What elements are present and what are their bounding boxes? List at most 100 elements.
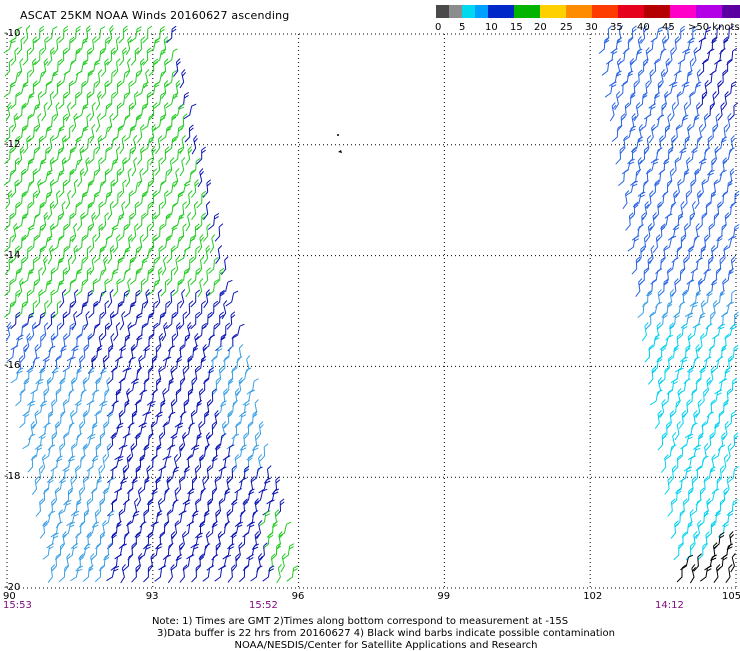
wind-barb [234, 411, 247, 428]
wind-barb [645, 158, 659, 175]
wind-barb [15, 300, 28, 318]
wind-barb [69, 136, 82, 153]
wind-barb [47, 135, 55, 154]
wind-barb [147, 553, 155, 572]
wind-barb [654, 410, 663, 429]
wind-barb [113, 36, 121, 55]
wind-barb [139, 443, 150, 462]
wind-barb [87, 323, 100, 340]
wind-barb [159, 235, 172, 252]
wind-barb [91, 377, 101, 396]
wind-barb [58, 25, 69, 44]
wind-barb [667, 224, 680, 241]
wind-barb [51, 388, 61, 407]
wind-barb [51, 487, 60, 506]
wind-barb [227, 531, 237, 550]
wind-barb [86, 455, 99, 472]
wind-barb [168, 399, 176, 418]
wind-barb [101, 256, 108, 276]
wind-barb [186, 510, 199, 527]
wind-barb [255, 421, 264, 440]
wind-barb [131, 135, 138, 155]
wind-barb [136, 553, 143, 573]
wind-barb [129, 26, 142, 43]
wind-barb [81, 180, 94, 197]
wind-barb [113, 58, 121, 77]
wind-barb [64, 322, 75, 341]
wind-barb [147, 37, 161, 54]
wind-barb [701, 113, 709, 133]
wind-barb [136, 212, 147, 231]
wind-barb [76, 80, 87, 99]
wind-barb [701, 169, 715, 186]
wind-barb [721, 510, 734, 527]
wind-barb [681, 279, 695, 296]
wind-barb [678, 410, 687, 429]
wind-barb [118, 531, 130, 549]
wind-barb [178, 311, 188, 330]
wind-barb [238, 564, 249, 583]
wind-barb [689, 564, 696, 584]
wind-barb [137, 124, 145, 143]
wind-barb [203, 245, 211, 265]
wind-barb [65, 102, 72, 122]
wind-barb [107, 289, 114, 309]
wind-barb [71, 113, 79, 133]
wind-barb [191, 201, 199, 220]
wind-barb [3, 81, 17, 98]
wind-barb [697, 91, 707, 110]
wind-barb [185, 190, 193, 209]
wind-barb [35, 179, 42, 199]
wind-barb [100, 168, 110, 187]
wind-barb [147, 279, 160, 296]
wind-barb [107, 465, 118, 484]
wind-barb [238, 399, 250, 417]
wind-barb [138, 345, 151, 362]
wind-barb [180, 531, 187, 551]
wind-barb [702, 531, 711, 550]
wind-barb [110, 554, 123, 571]
wind-barb [690, 531, 698, 550]
wind-barb [118, 25, 128, 44]
wind-barb [199, 410, 210, 429]
wind-barb [196, 146, 206, 165]
wind-barb [238, 367, 252, 384]
wind-barb [639, 146, 649, 165]
wind-barb [28, 256, 38, 275]
wind-barb [720, 543, 734, 560]
wind-barb [693, 432, 704, 451]
wind-barb [234, 477, 247, 494]
wind-barb [10, 289, 21, 308]
wind-barb [79, 476, 88, 495]
wind-barb [708, 366, 716, 386]
wind-barb [679, 135, 690, 154]
wind-barb [182, 422, 195, 439]
wind-barb [724, 201, 736, 219]
wind-barb [221, 300, 228, 320]
wind-barb [129, 312, 143, 329]
wind-barb [709, 421, 720, 440]
wind-barb [94, 223, 104, 242]
wind-barb [22, 400, 36, 417]
wind-barb [717, 311, 728, 330]
wind-barb [119, 47, 127, 66]
wind-barb [693, 158, 707, 175]
wind-barb [695, 366, 706, 385]
wind-barb [122, 356, 136, 373]
wind-barb [208, 256, 219, 274]
wind-barb [718, 399, 729, 418]
wind-barb [112, 102, 122, 121]
wind-barb [20, 344, 29, 363]
wind-barb [66, 543, 79, 560]
wind-barb [94, 400, 108, 417]
wind-barb [672, 454, 682, 473]
wind-barb [698, 58, 708, 77]
wind-barb [234, 509, 246, 527]
wind-barb [194, 356, 207, 373]
wind-barb [698, 147, 711, 164]
wind-barb [250, 565, 263, 582]
wind-barb [70, 433, 83, 450]
wind-barb [660, 213, 673, 230]
wind-barb [697, 542, 708, 561]
